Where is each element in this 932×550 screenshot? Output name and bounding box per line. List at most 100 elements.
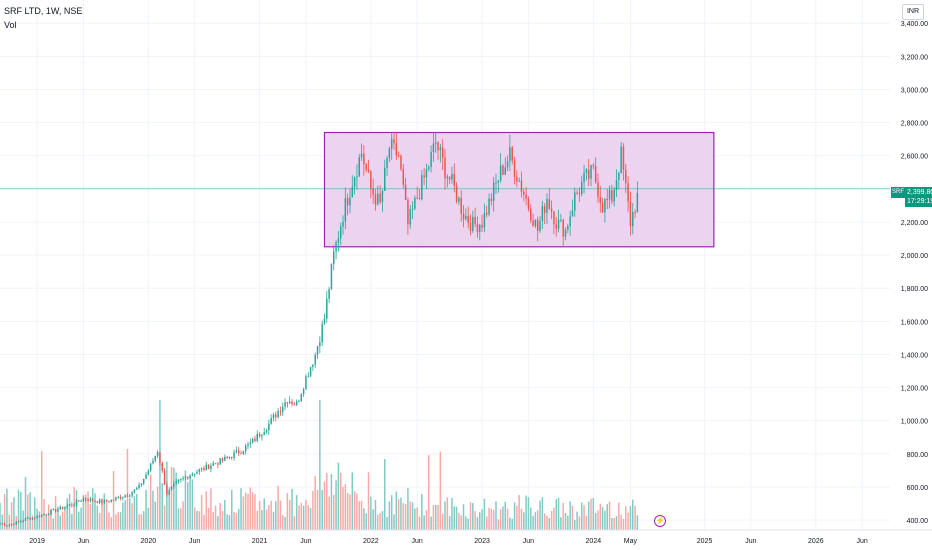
candle-body xyxy=(479,224,481,233)
volume-bar xyxy=(200,495,203,530)
candle-body xyxy=(476,224,479,233)
candle-body xyxy=(319,342,321,347)
candle-body xyxy=(189,475,191,479)
candle-body xyxy=(98,499,101,503)
volume-bar xyxy=(214,505,217,530)
candle-body xyxy=(567,225,569,230)
volume-bar xyxy=(184,470,187,530)
volume-bar xyxy=(615,516,618,530)
volume-bar xyxy=(293,516,296,530)
candle-body xyxy=(546,198,548,213)
candle-body xyxy=(22,520,24,522)
candle-body xyxy=(122,497,124,499)
volume-bar xyxy=(356,493,358,530)
volume-bar xyxy=(620,514,622,530)
candle-body xyxy=(233,452,235,458)
volume-bar xyxy=(367,472,370,530)
volume-bar xyxy=(432,504,435,530)
candle-body xyxy=(275,414,277,418)
volume-bar xyxy=(193,507,196,530)
volume-bar xyxy=(370,496,372,530)
lightning-icon[interactable]: ⚡ xyxy=(654,515,666,527)
candle-body xyxy=(200,468,203,470)
y-tick-label: 400.00 xyxy=(907,518,929,525)
candle-body xyxy=(525,194,527,199)
candle-body xyxy=(184,476,187,478)
volume-bar xyxy=(397,499,400,530)
candle-body xyxy=(349,197,351,206)
volume-bar xyxy=(569,501,571,530)
candle-body xyxy=(411,208,414,210)
symbol-legend[interactable]: SRF LTD, 1W, NSE xyxy=(4,6,83,16)
range-rectangle[interactable] xyxy=(323,131,715,248)
candle-body xyxy=(335,242,337,252)
price-badge: 2,399.80 17:29:19 xyxy=(905,187,932,207)
volume-bar xyxy=(103,493,106,530)
volume-bar xyxy=(40,451,43,530)
candle-body xyxy=(430,151,432,168)
volume-bar xyxy=(634,505,636,530)
volume-bar xyxy=(479,512,481,530)
candle-body xyxy=(509,147,511,162)
currency-badge[interactable]: INR xyxy=(902,4,924,20)
volume-bar xyxy=(444,501,446,530)
candle-body xyxy=(282,406,284,412)
volume-bar xyxy=(316,489,319,530)
volume-bar xyxy=(133,496,136,530)
volume-bar xyxy=(608,501,611,530)
candle-body xyxy=(367,169,370,172)
candle-body xyxy=(20,521,22,523)
volume-bar xyxy=(45,514,48,530)
candle-body xyxy=(469,222,472,232)
candle-body xyxy=(177,480,180,482)
volume-bar xyxy=(36,508,38,530)
candle-body xyxy=(284,402,286,407)
candles xyxy=(0,131,639,527)
volume-bar xyxy=(469,502,472,530)
candle-body xyxy=(161,462,163,471)
volume-bar xyxy=(474,511,476,530)
x-tick-label: Jun xyxy=(857,538,868,545)
y-tick-label: 1,000.00 xyxy=(901,419,928,426)
volume-bar xyxy=(6,488,8,530)
volume-bar xyxy=(231,489,233,530)
candle-body xyxy=(163,470,166,485)
candle-body xyxy=(170,486,173,490)
candle-body xyxy=(71,504,73,506)
candle-body xyxy=(152,460,154,464)
bar-countdown: 17:29:19 xyxy=(907,198,932,205)
candle-body xyxy=(323,318,326,324)
candle-body xyxy=(68,504,71,506)
candle-body xyxy=(145,474,147,479)
volume-bar xyxy=(430,516,432,530)
volume-bar xyxy=(131,503,133,530)
y-tick-label: 1,200.00 xyxy=(901,386,928,393)
volume-bar xyxy=(221,511,224,530)
candle-body xyxy=(402,168,405,185)
candle-body xyxy=(13,524,15,526)
candle-body xyxy=(564,229,567,237)
candle-body xyxy=(31,517,34,520)
candle-body xyxy=(516,176,518,182)
volume-legend[interactable]: Vol xyxy=(4,20,17,30)
candle-body xyxy=(316,346,319,355)
volume-bar xyxy=(481,509,483,530)
volume-bar xyxy=(0,502,1,530)
candle-body xyxy=(472,216,474,232)
candle-body xyxy=(261,435,263,437)
volume-bar xyxy=(622,519,625,530)
volume-bar xyxy=(149,474,152,530)
candle-body xyxy=(101,499,103,503)
candle-body xyxy=(256,433,259,441)
volume-bar xyxy=(560,517,562,530)
candle-body xyxy=(61,506,64,509)
candle-body xyxy=(302,389,305,395)
y-tick-label: 1,600.00 xyxy=(901,319,928,326)
volume-bar xyxy=(235,512,238,530)
candle-body xyxy=(625,169,627,184)
volume-bar xyxy=(47,504,50,530)
volume-bar xyxy=(263,498,265,530)
volume-bar xyxy=(416,507,418,530)
candle-body xyxy=(597,182,599,198)
